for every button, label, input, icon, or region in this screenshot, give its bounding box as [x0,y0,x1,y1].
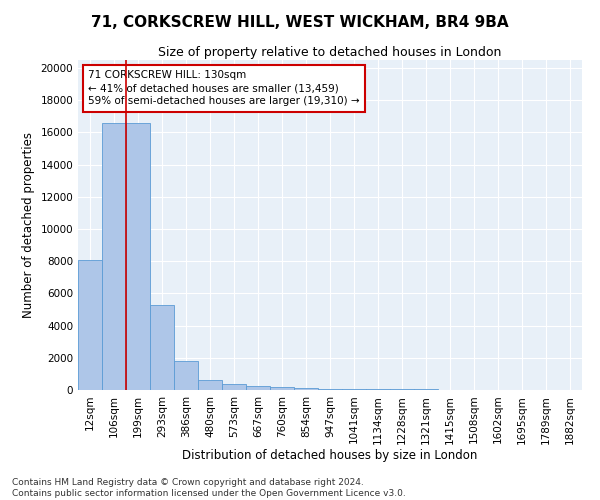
Bar [78,260,102,390]
Bar [366,389,390,390]
Bar [390,389,414,390]
Bar [246,386,270,390]
Text: 71 CORKSCREW HILL: 130sqm
← 41% of detached houses are smaller (13,459)
59% of s: 71 CORKSCREW HILL: 130sqm ← 41% of detac… [88,70,360,106]
Bar [270,388,294,390]
Bar [222,384,246,390]
Bar [102,123,126,390]
Bar [198,380,222,390]
Bar [174,361,198,390]
Text: Contains HM Land Registry data © Crown copyright and database right 2024.
Contai: Contains HM Land Registry data © Crown c… [12,478,406,498]
Y-axis label: Number of detached properties: Number of detached properties [22,132,35,318]
Bar [126,123,150,390]
Bar [294,388,318,390]
Title: Size of property relative to detached houses in London: Size of property relative to detached ho… [158,46,502,59]
Text: 71, CORKSCREW HILL, WEST WICKHAM, BR4 9BA: 71, CORKSCREW HILL, WEST WICKHAM, BR4 9B… [91,15,509,30]
Bar [342,389,366,390]
Bar [318,388,342,390]
Bar [150,304,174,390]
X-axis label: Distribution of detached houses by size in London: Distribution of detached houses by size … [182,449,478,462]
